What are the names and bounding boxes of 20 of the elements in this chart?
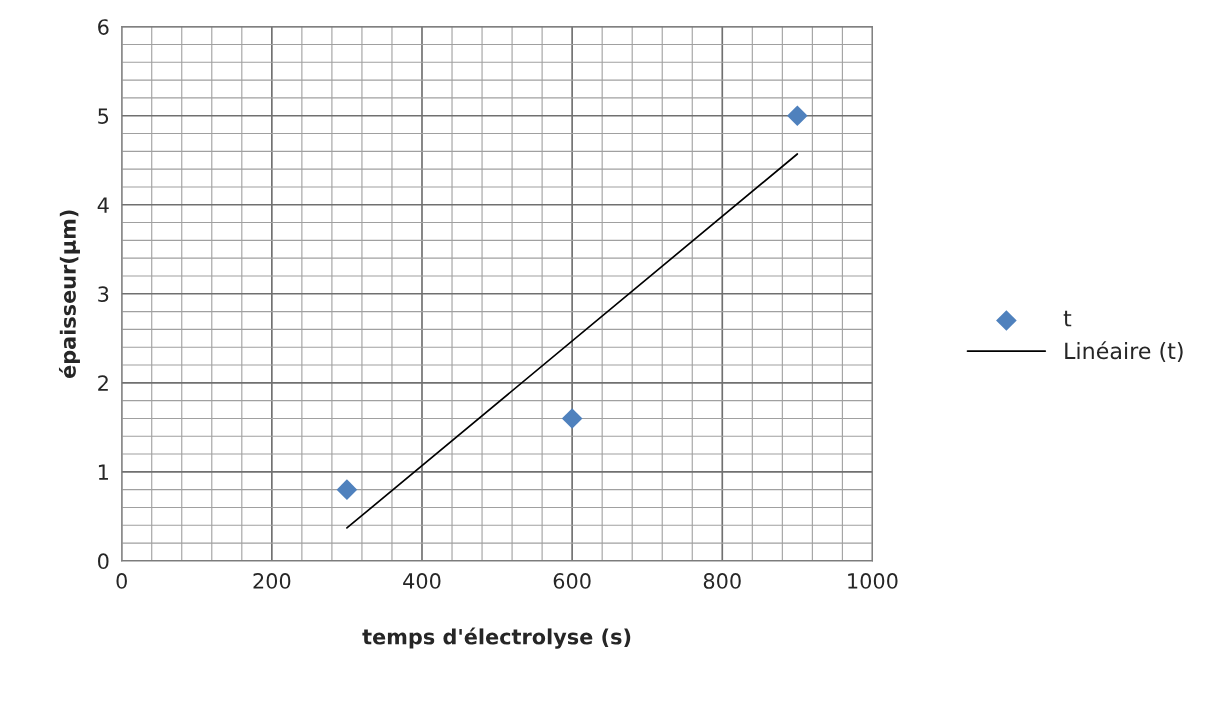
y-tick-label: 6 [98,19,109,35]
point [336,479,358,500]
legend-label: t [1063,310,1072,327]
point [787,105,808,127]
y-tick-label: 0 [98,553,109,570]
x-tick-label: 400 [403,573,441,589]
y-axis-title: épaisseur(μm) [58,210,80,379]
y-tick-label: 2 [98,375,108,391]
x-tick-label: 1000 [848,573,898,589]
x-tick-label: 800 [703,573,741,589]
y-tick-label: 5 [98,108,109,124]
y-tick-label: 1 [98,464,108,480]
x-tick-label: 200 [253,573,291,589]
y-tick-label: 3 [98,286,109,302]
legend-label: Linéaire (t) [1065,341,1183,362]
x-axis-title: temps d'électrolyse (s) [362,627,631,649]
point [561,408,583,429]
x-tick-label: 0 [116,573,127,589]
x-tick-label: 600 [553,573,591,589]
y-tick-label: 4 [97,197,109,213]
